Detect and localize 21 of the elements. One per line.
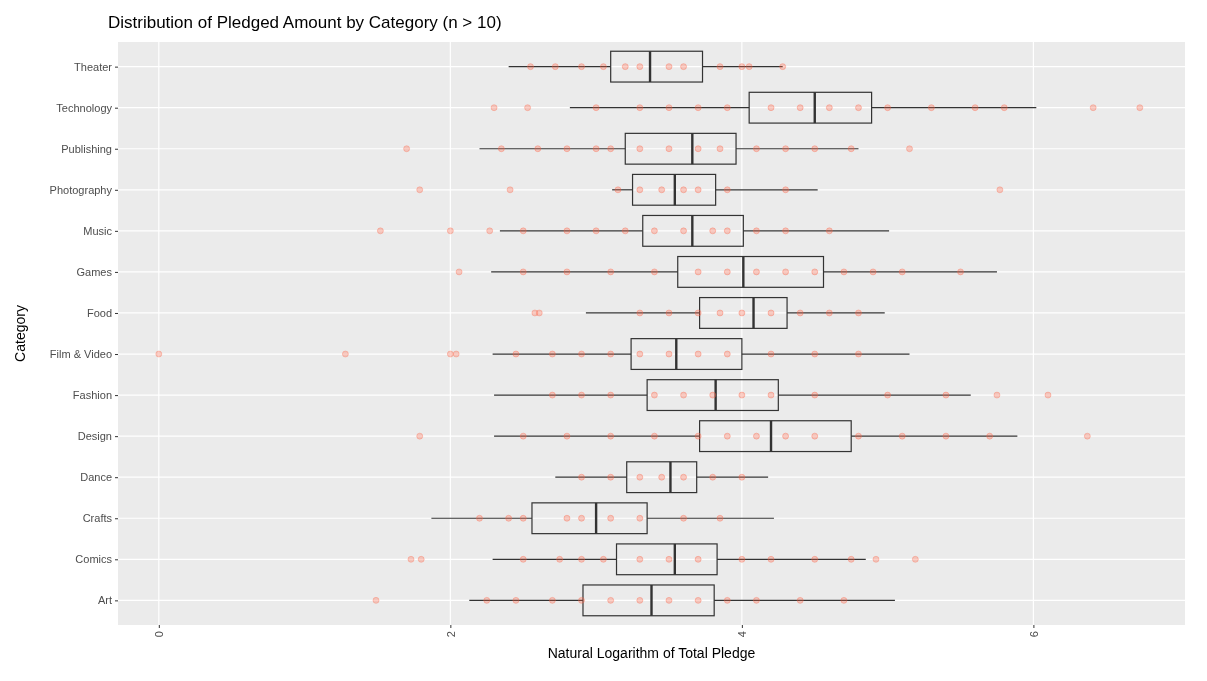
y-tick-label: Comics: [75, 553, 113, 566]
y-tick-label: Dance: [80, 471, 112, 484]
y-tick-label: Publishing: [61, 142, 112, 155]
y-tick-label: Theater: [74, 60, 113, 73]
y-tick-label: Games: [76, 265, 113, 278]
y-tick-label: Film & Video: [49, 348, 112, 361]
x-axis-title: Natural Logarithm of Total Pledge: [547, 645, 756, 661]
y-tick-label: Fashion: [72, 389, 112, 402]
y-tick-label: Technology: [56, 101, 113, 114]
y-tick-label: Photography: [49, 183, 113, 196]
y-tick-label: Crafts: [82, 512, 113, 525]
y-tick-label: Music: [83, 224, 113, 237]
y-axis-title: Category: [12, 305, 28, 362]
x-tick-label: 4: [736, 631, 749, 638]
x-tick-label: 0: [153, 631, 166, 638]
x-tick-label: 6: [1027, 631, 1040, 638]
y-tick-label: Food: [86, 306, 112, 319]
y-tick-label: Art: [97, 594, 112, 607]
chart-title: Distribution of Pledged Amount by Category (n > 10): [108, 13, 502, 32]
y-tick-label: Design: [77, 430, 112, 443]
x-tick-label: 2: [444, 631, 457, 638]
